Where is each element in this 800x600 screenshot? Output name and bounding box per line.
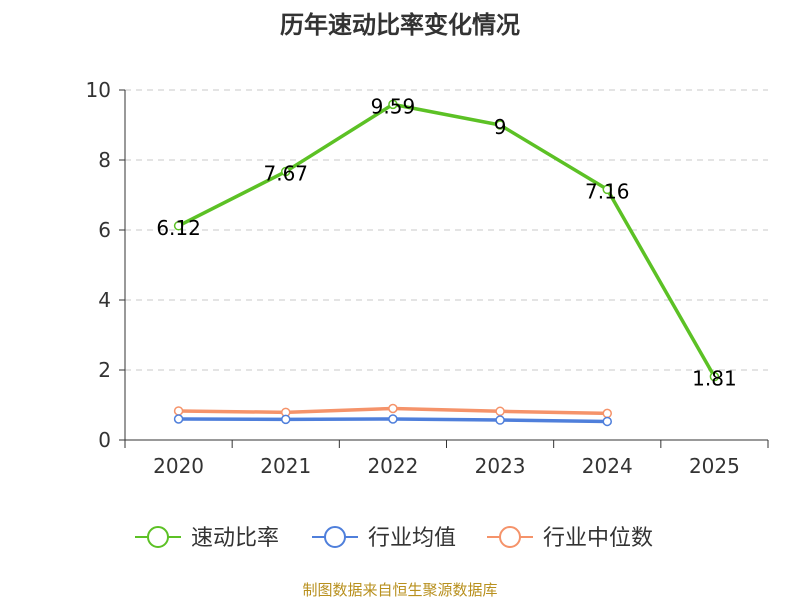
data-label: 1.81	[692, 367, 737, 391]
data-point	[173, 221, 184, 231]
data-point	[173, 406, 184, 416]
data-point	[388, 99, 398, 110]
data-point	[602, 184, 612, 195]
data-labels: 6.12 7.67 9.59 9 7.16 1.81	[156, 94, 736, 390]
chart-title: 历年速动比率变化情况	[280, 11, 520, 39]
legend-item[interactable]: 行业均值	[312, 526, 456, 551]
y-tick-label: 0	[98, 428, 111, 452]
data-point	[281, 166, 291, 177]
data-point	[709, 371, 720, 382]
x-tick-label: 2021	[260, 454, 311, 478]
data-label: 9	[494, 115, 507, 139]
data-label: 6.12	[156, 216, 201, 240]
legend-marker-icon	[499, 526, 521, 548]
data-point	[495, 120, 505, 130]
gridlines	[125, 89, 768, 371]
x-tick-label: 2025	[689, 454, 740, 478]
x-tick-label: 2022	[367, 454, 418, 478]
legend[interactable]: 速动比率 行业均值 行业中位数	[135, 526, 653, 551]
legend-marker-icon	[324, 526, 346, 548]
y-tick-label: 8	[98, 148, 111, 172]
source-note: 制图数据来自恒生聚源数据库	[302, 581, 497, 599]
data-label: 7.16	[585, 179, 630, 203]
legend-label: 行业均值	[368, 526, 456, 551]
data-point	[495, 406, 505, 417]
data-point	[388, 414, 398, 424]
data-point	[602, 408, 612, 419]
data-label: 9.59	[371, 94, 416, 118]
y-tick-label: 4	[98, 288, 111, 312]
y-tick-label: 10	[86, 78, 111, 102]
legend-label: 行业中位数	[543, 526, 653, 551]
data-point	[602, 416, 612, 427]
y-tick-label: 2	[98, 358, 111, 382]
legend-item[interactable]: 速动比率	[135, 526, 279, 551]
data-label: 7.67	[263, 162, 308, 186]
series-line	[177, 102, 716, 378]
legend-item[interactable]: 行业中位数	[487, 526, 653, 551]
series-lines	[173, 99, 720, 427]
x-tick-label: 2020	[153, 454, 204, 478]
y-tick-label: 6	[98, 218, 111, 242]
legend-marker-icon	[147, 526, 169, 548]
data-point	[388, 403, 398, 414]
axes: 0 2 4 6 8 10 2020 2021 2022 2023 2024 2025	[86, 78, 769, 478]
x-tick-label: 2024	[582, 454, 633, 478]
data-point	[281, 414, 291, 425]
data-point	[495, 415, 505, 425]
x-tick-label: 2023	[475, 454, 526, 478]
data-point	[173, 414, 184, 424]
legend-label: 速动比率	[191, 526, 279, 551]
